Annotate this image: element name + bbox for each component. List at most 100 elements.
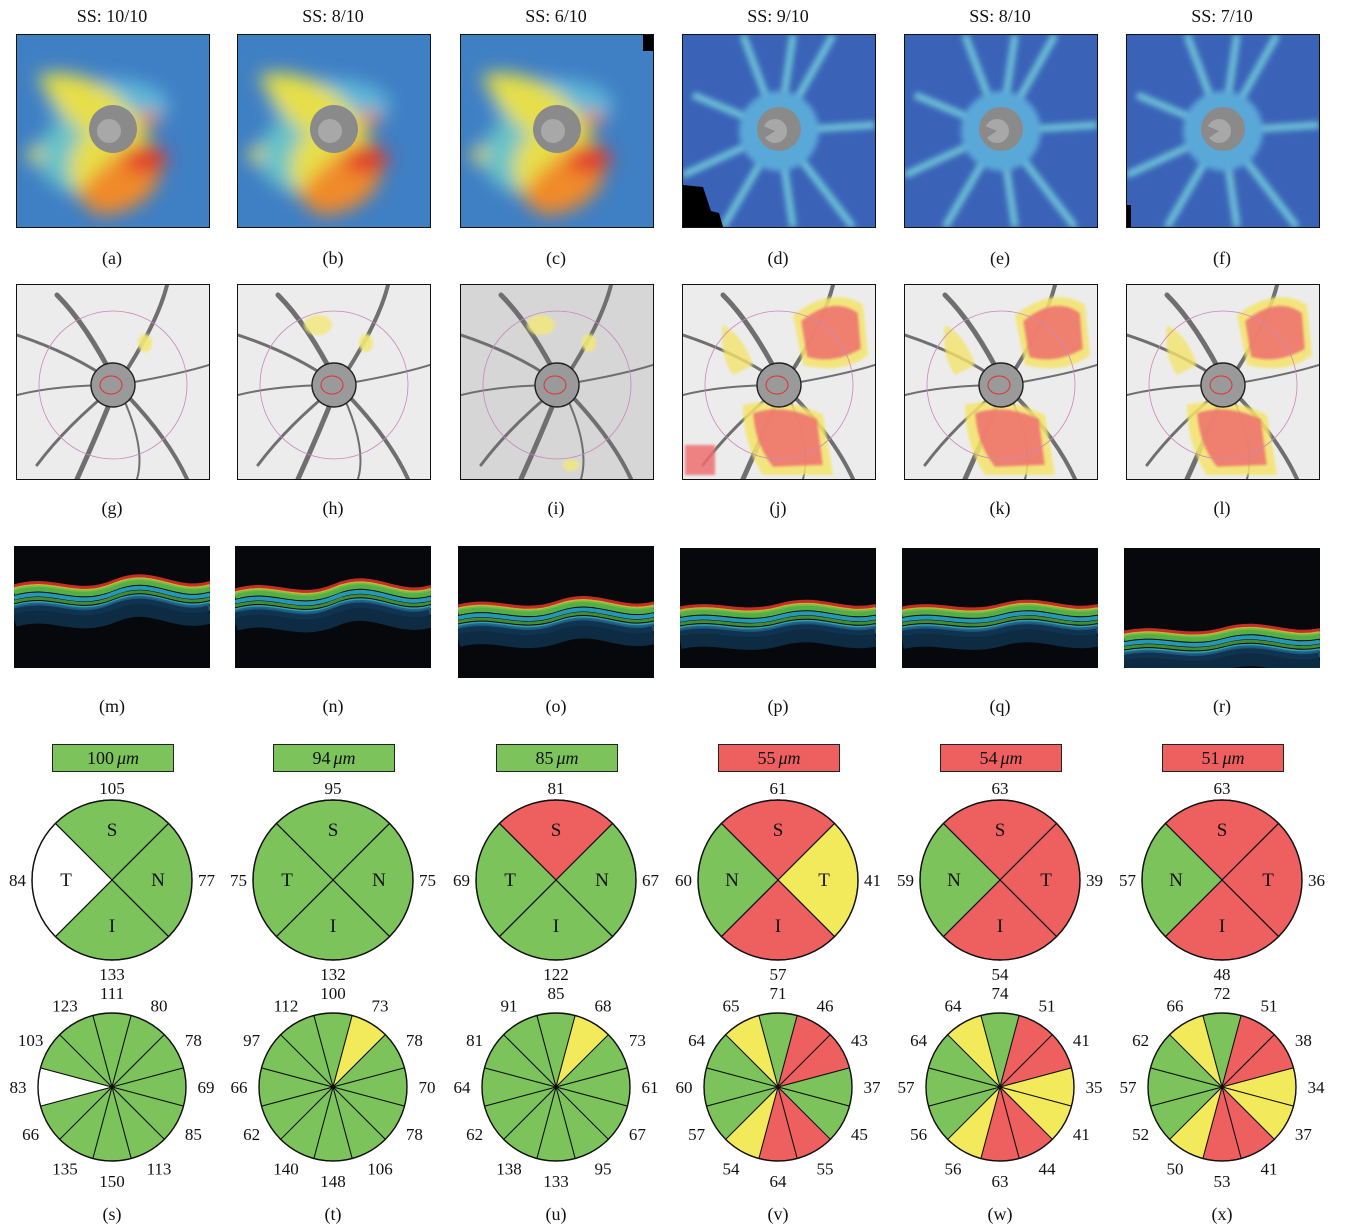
quadrant-letter: S bbox=[773, 820, 784, 841]
clock-hour-value: 85 bbox=[548, 984, 565, 1003]
quadrant-value: 60 bbox=[675, 871, 692, 890]
clock-hour-value: 53 bbox=[1214, 1172, 1231, 1191]
clock-hour-value: 57 bbox=[898, 1078, 916, 1097]
clock-hour-value: 51 bbox=[1039, 997, 1056, 1016]
clock-hour-value: 64 bbox=[770, 1172, 788, 1191]
clock-hour-value: 74 bbox=[992, 984, 1010, 1003]
quadrant-diagram: S N I T 81 67 122 69 bbox=[453, 779, 660, 984]
quadrant-letter: S bbox=[551, 820, 562, 841]
clock-hour-value: 41 bbox=[1261, 1159, 1278, 1178]
rnfl-thickness-map bbox=[682, 34, 876, 228]
clock-hour-value: 150 bbox=[99, 1172, 125, 1191]
average-thickness-badge: 51 μm bbox=[1162, 744, 1284, 772]
panel-caption: (r) bbox=[1213, 696, 1231, 716]
panel-caption: (j) bbox=[769, 498, 787, 518]
clock-hour-value: 64 bbox=[945, 997, 963, 1016]
deviation-map bbox=[1126, 284, 1320, 480]
clock-hour-value: 78 bbox=[406, 1031, 423, 1050]
deviation-map bbox=[16, 284, 210, 480]
quadrant-value: 69 bbox=[453, 871, 470, 890]
signal-strength-label: SS: 7/10 bbox=[1191, 6, 1253, 26]
panel-caption: (u) bbox=[545, 1204, 567, 1224]
clock-hour-value: 112 bbox=[274, 997, 299, 1016]
quadrant-letter: I bbox=[775, 916, 781, 937]
average-thickness-badge: 85 μm bbox=[496, 744, 618, 772]
quadrant-value: 84 bbox=[9, 871, 27, 890]
clock-hour-value: 138 bbox=[496, 1159, 522, 1178]
clock-hour-value: 66 bbox=[1167, 997, 1184, 1016]
average-thickness-value: 100 bbox=[86, 748, 114, 768]
clock-hour-value: 50 bbox=[1167, 1159, 1184, 1178]
average-thickness-value: 94 bbox=[312, 748, 331, 768]
signal-strength-label: SS: 6/10 bbox=[525, 6, 587, 26]
clock-hour-value: 67 bbox=[629, 1125, 647, 1144]
clock-hour-value: 64 bbox=[910, 1031, 928, 1050]
quadrant-letter: T bbox=[60, 870, 72, 891]
clock-hour-value: 81 bbox=[466, 1031, 483, 1050]
clock-hour-value: 78 bbox=[185, 1031, 202, 1050]
clock-hour-value: 103 bbox=[18, 1031, 44, 1050]
oct-bscan bbox=[1124, 548, 1320, 668]
signal-strength-label: SS: 8/10 bbox=[969, 6, 1031, 26]
clock-hour-value: 43 bbox=[851, 1031, 868, 1050]
clock-hour-value: 38 bbox=[1295, 1031, 1312, 1050]
deviation-map bbox=[682, 284, 876, 480]
clock-hour-value: 61 bbox=[642, 1078, 659, 1097]
clock-hour-value: 83 bbox=[10, 1078, 27, 1097]
panel-caption: (p) bbox=[767, 696, 789, 716]
clock-hour-diagram: 100 73 78 70 78 106 148 140 62 66 97 112 bbox=[231, 984, 436, 1191]
panel-caption: (m) bbox=[99, 696, 125, 716]
panel-caption: (a) bbox=[102, 248, 122, 268]
clock-hour-value: 62 bbox=[466, 1125, 483, 1144]
oct-bscan bbox=[680, 548, 876, 668]
oct-bscan bbox=[458, 546, 654, 678]
panel-caption: (t) bbox=[324, 1204, 342, 1224]
clock-hour-value: 63 bbox=[992, 1172, 1009, 1191]
quadrant-diagram: S N I T 105 77 133 84 bbox=[9, 779, 216, 984]
quadrant-value: 122 bbox=[543, 965, 569, 984]
average-thickness-value: 51 bbox=[1201, 748, 1220, 768]
oct-bscan bbox=[14, 546, 210, 668]
quadrant-value: 59 bbox=[897, 871, 914, 890]
panel-caption: (h) bbox=[322, 498, 344, 518]
average-thickness-unit: μm bbox=[1222, 748, 1245, 768]
clock-hour-value: 64 bbox=[454, 1078, 472, 1097]
clock-hour-diagram: 72 51 38 34 37 41 53 50 52 57 62 66 bbox=[1120, 984, 1326, 1191]
quadrant-letter: T bbox=[818, 870, 830, 891]
clock-hour-value: 56 bbox=[945, 1159, 962, 1178]
rnfl-thickness-map bbox=[237, 34, 431, 228]
clock-hour-value: 106 bbox=[367, 1159, 393, 1178]
clock-hour-value: 62 bbox=[243, 1125, 260, 1144]
clock-hour-value: 66 bbox=[22, 1125, 39, 1144]
clock-hour-value: 41 bbox=[1073, 1031, 1090, 1050]
clock-hour-diagram: 74 51 41 35 41 44 63 56 56 57 64 64 bbox=[898, 984, 1103, 1191]
quadrant-value: 36 bbox=[1308, 871, 1325, 890]
clock-hour-value: 148 bbox=[320, 1172, 346, 1191]
clock-hour-value: 69 bbox=[198, 1078, 215, 1097]
quadrant-letter: S bbox=[107, 820, 118, 841]
quadrant-letter: I bbox=[997, 916, 1003, 937]
signal-strength-label: SS: 10/10 bbox=[76, 6, 148, 26]
signal-strength-label: SS: 9/10 bbox=[747, 6, 809, 26]
clock-hour-value: 57 bbox=[1120, 1078, 1138, 1097]
panel-caption: (i) bbox=[547, 498, 565, 518]
signal-strength-label: SS: 8/10 bbox=[302, 6, 364, 26]
clock-hour-value: 60 bbox=[676, 1078, 693, 1097]
clock-hour-value: 78 bbox=[406, 1125, 423, 1144]
average-thickness-value: 85 bbox=[535, 748, 554, 768]
clock-hour-value: 51 bbox=[1261, 997, 1278, 1016]
panel-caption: (o) bbox=[545, 696, 567, 716]
clock-hour-value: 52 bbox=[1132, 1125, 1149, 1144]
clock-hour-value: 41 bbox=[1073, 1125, 1090, 1144]
clock-hour-value: 100 bbox=[320, 984, 346, 1003]
clock-hour-value: 64 bbox=[688, 1031, 706, 1050]
clock-hour-value: 97 bbox=[243, 1031, 261, 1050]
oct-bscan bbox=[235, 546, 431, 668]
clock-hour-value: 66 bbox=[231, 1078, 248, 1097]
panel-caption: (v) bbox=[767, 1204, 789, 1224]
clock-hour-diagram: 85 68 73 61 67 95 133 138 62 64 81 91 bbox=[454, 984, 659, 1191]
clock-hour-value: 37 bbox=[1295, 1125, 1313, 1144]
clock-hour-value: 45 bbox=[851, 1125, 868, 1144]
quadrant-letter: T bbox=[1040, 870, 1052, 891]
clock-hour-value: 80 bbox=[151, 997, 168, 1016]
